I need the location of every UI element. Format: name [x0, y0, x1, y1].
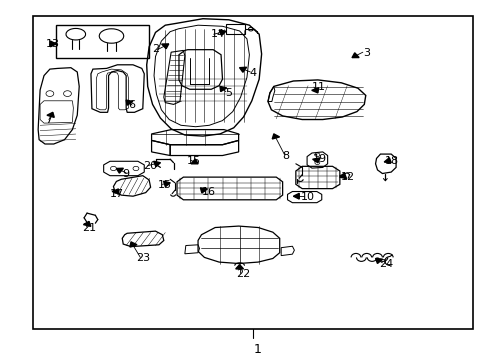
Text: 10: 10 — [300, 192, 314, 202]
Text: 19: 19 — [312, 154, 326, 164]
Text: 5: 5 — [224, 87, 231, 98]
Bar — [33, 16, 472, 329]
Polygon shape — [162, 44, 168, 49]
Text: 21: 21 — [82, 222, 96, 233]
Bar — [225, 24, 245, 34]
Polygon shape — [293, 193, 299, 199]
Text: 24: 24 — [378, 258, 392, 269]
Text: 15: 15 — [157, 180, 171, 190]
Text: 6: 6 — [128, 100, 135, 110]
Polygon shape — [312, 158, 320, 163]
Polygon shape — [272, 134, 279, 139]
Bar — [56, 25, 149, 58]
Text: 22: 22 — [235, 269, 249, 279]
Polygon shape — [126, 100, 133, 105]
Polygon shape — [200, 188, 207, 193]
Polygon shape — [83, 221, 91, 226]
Text: 8: 8 — [282, 150, 289, 161]
Polygon shape — [47, 112, 54, 117]
Text: 18: 18 — [384, 156, 398, 166]
Text: 7: 7 — [45, 114, 53, 125]
Text: 16: 16 — [201, 187, 215, 197]
Polygon shape — [112, 189, 119, 194]
Polygon shape — [339, 173, 346, 179]
Text: 13: 13 — [45, 39, 60, 49]
Polygon shape — [153, 161, 160, 167]
Polygon shape — [220, 86, 226, 91]
Polygon shape — [375, 258, 382, 264]
Text: 23: 23 — [136, 253, 150, 264]
Text: 15: 15 — [186, 156, 201, 166]
Text: 12: 12 — [341, 172, 355, 182]
Polygon shape — [163, 181, 170, 187]
Text: 20: 20 — [142, 161, 157, 171]
Polygon shape — [384, 158, 390, 163]
Polygon shape — [130, 242, 137, 247]
Text: 3: 3 — [362, 48, 369, 58]
Polygon shape — [351, 53, 358, 58]
Polygon shape — [219, 30, 225, 35]
Text: 4: 4 — [249, 68, 256, 78]
Polygon shape — [50, 41, 56, 47]
Text: 11: 11 — [311, 82, 325, 92]
Polygon shape — [191, 159, 198, 164]
Text: 17: 17 — [110, 189, 124, 199]
Text: 9: 9 — [122, 168, 129, 179]
Polygon shape — [311, 88, 318, 93]
Polygon shape — [239, 67, 246, 72]
Text: 14: 14 — [211, 29, 225, 39]
Text: 1: 1 — [253, 343, 261, 356]
Text: 2: 2 — [152, 44, 160, 54]
Polygon shape — [116, 168, 123, 173]
Polygon shape — [235, 265, 243, 269]
